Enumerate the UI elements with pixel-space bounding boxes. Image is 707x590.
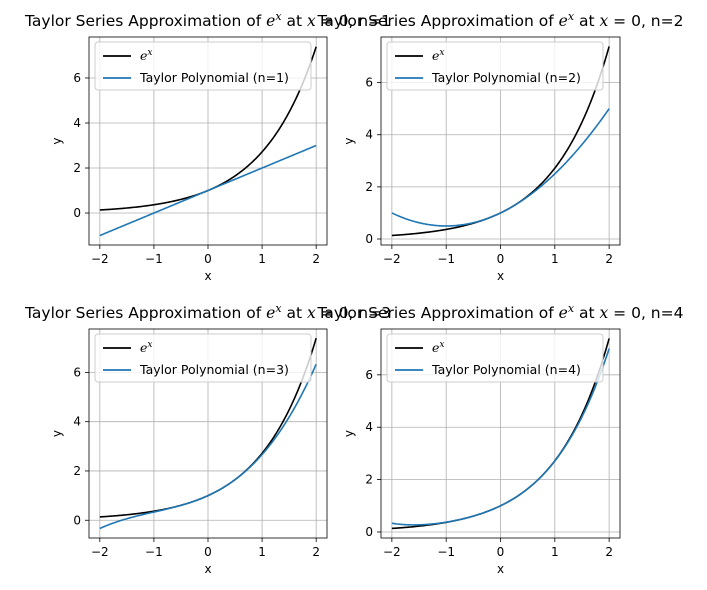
legend-box <box>386 41 604 91</box>
legend-box <box>386 333 604 383</box>
legend-label: ex <box>140 48 152 63</box>
y-tick-label: 4 <box>365 128 373 142</box>
legend-label: Taylor Polynomial (n=1) <box>139 70 289 85</box>
x-tick-label: 0 <box>204 252 212 266</box>
x-tick-label: 1 <box>258 252 266 266</box>
y-tick-label: 2 <box>73 161 81 175</box>
x-tick-label: 2 <box>605 252 613 266</box>
subplot-title: Taylor Series Approximation of ex at x =… <box>317 10 684 30</box>
x-tick-label: 2 <box>312 545 320 559</box>
taylor-series-line <box>391 108 610 227</box>
legend-label: ex <box>432 48 444 63</box>
y-tick-label: 6 <box>365 368 373 382</box>
y-tick-label: 0 <box>73 513 81 527</box>
y-tick-label: 6 <box>365 76 373 90</box>
subplot-title: Taylor Series Approximation of ex at x =… <box>24 10 391 30</box>
x-tick-label: 0 <box>204 545 212 559</box>
x-tick-label: −1 <box>437 545 455 559</box>
legend: ex Taylor Polynomial (n=1) <box>94 41 312 91</box>
y-axis-label: y <box>342 137 356 144</box>
taylor-series-line <box>99 144 317 237</box>
x-tick-label: 1 <box>551 252 559 266</box>
legend-label: Taylor Polynomial (n=3) <box>139 362 289 377</box>
y-tick-label: 0 <box>73 206 81 220</box>
x-tick-label: −2 <box>91 252 109 266</box>
legend-box <box>94 333 312 383</box>
legend: ex Taylor Polynomial (n=2) <box>386 41 604 91</box>
x-axis-label: x <box>497 562 504 576</box>
subplot-4: −2 −1 0 1 2 0 2 4 6 x y Taylor Series Approximation… <box>317 302 684 576</box>
x-tick-label: 0 <box>497 545 505 559</box>
y-tick-label: 4 <box>73 116 81 130</box>
legend-label: Taylor Polynomial (n=2) <box>431 70 581 85</box>
x-tick-label: −2 <box>383 252 401 266</box>
x-tick-label: 1 <box>258 545 266 559</box>
subplot-2: −2 −1 0 1 2 0 2 4 6 x y Taylor Series Approximation… <box>317 10 684 283</box>
y-tick-label: 4 <box>73 415 81 429</box>
y-tick-label: 0 <box>365 525 373 539</box>
y-tick-label: 2 <box>73 464 81 478</box>
x-tick-label: 2 <box>605 545 613 559</box>
y-tick-label: 0 <box>365 232 373 246</box>
x-tick-label: 0 <box>497 252 505 266</box>
y-tick-label: 6 <box>73 365 81 379</box>
subplot-1: −2 −1 0 1 2 0 2 4 6 x y Taylor Series Approximation… <box>24 10 391 283</box>
y-tick-label: 2 <box>365 180 373 194</box>
legend-box <box>94 41 312 91</box>
subplot-title: Taylor Series Approximation of ex at x =… <box>24 302 391 322</box>
x-tick-label: 1 <box>551 545 559 559</box>
x-tick-label: −1 <box>437 252 455 266</box>
legend: ex Taylor Polynomial (n=4) <box>386 333 604 383</box>
legend-label: ex <box>432 340 444 355</box>
legend-label: ex <box>140 340 152 355</box>
subplot-3: −2 −1 0 1 2 0 2 4 6 x y Taylor Series Approximation… <box>24 302 391 576</box>
subplot-title: Taylor Series Approximation of ex at x =… <box>317 302 684 322</box>
taylor-series-line <box>99 363 317 530</box>
y-axis-label: y <box>342 430 356 437</box>
x-axis-label: x <box>204 562 211 576</box>
y-axis-label: y <box>50 430 64 437</box>
legend: ex Taylor Polynomial (n=3) <box>94 333 312 383</box>
x-tick-label: −2 <box>91 545 109 559</box>
x-tick-label: 2 <box>312 252 320 266</box>
y-tick-label: 4 <box>365 420 373 434</box>
x-tick-label: −2 <box>383 545 401 559</box>
x-tick-label: −1 <box>145 252 163 266</box>
y-tick-label: 2 <box>365 473 373 487</box>
legend-label: Taylor Polynomial (n=4) <box>431 362 581 377</box>
y-axis-label: y <box>50 137 64 144</box>
taylor-series-line <box>391 348 610 526</box>
x-tick-label: −1 <box>145 545 163 559</box>
x-axis-label: x <box>497 269 504 283</box>
x-axis-label: x <box>204 269 211 283</box>
y-tick-label: 6 <box>73 71 81 85</box>
